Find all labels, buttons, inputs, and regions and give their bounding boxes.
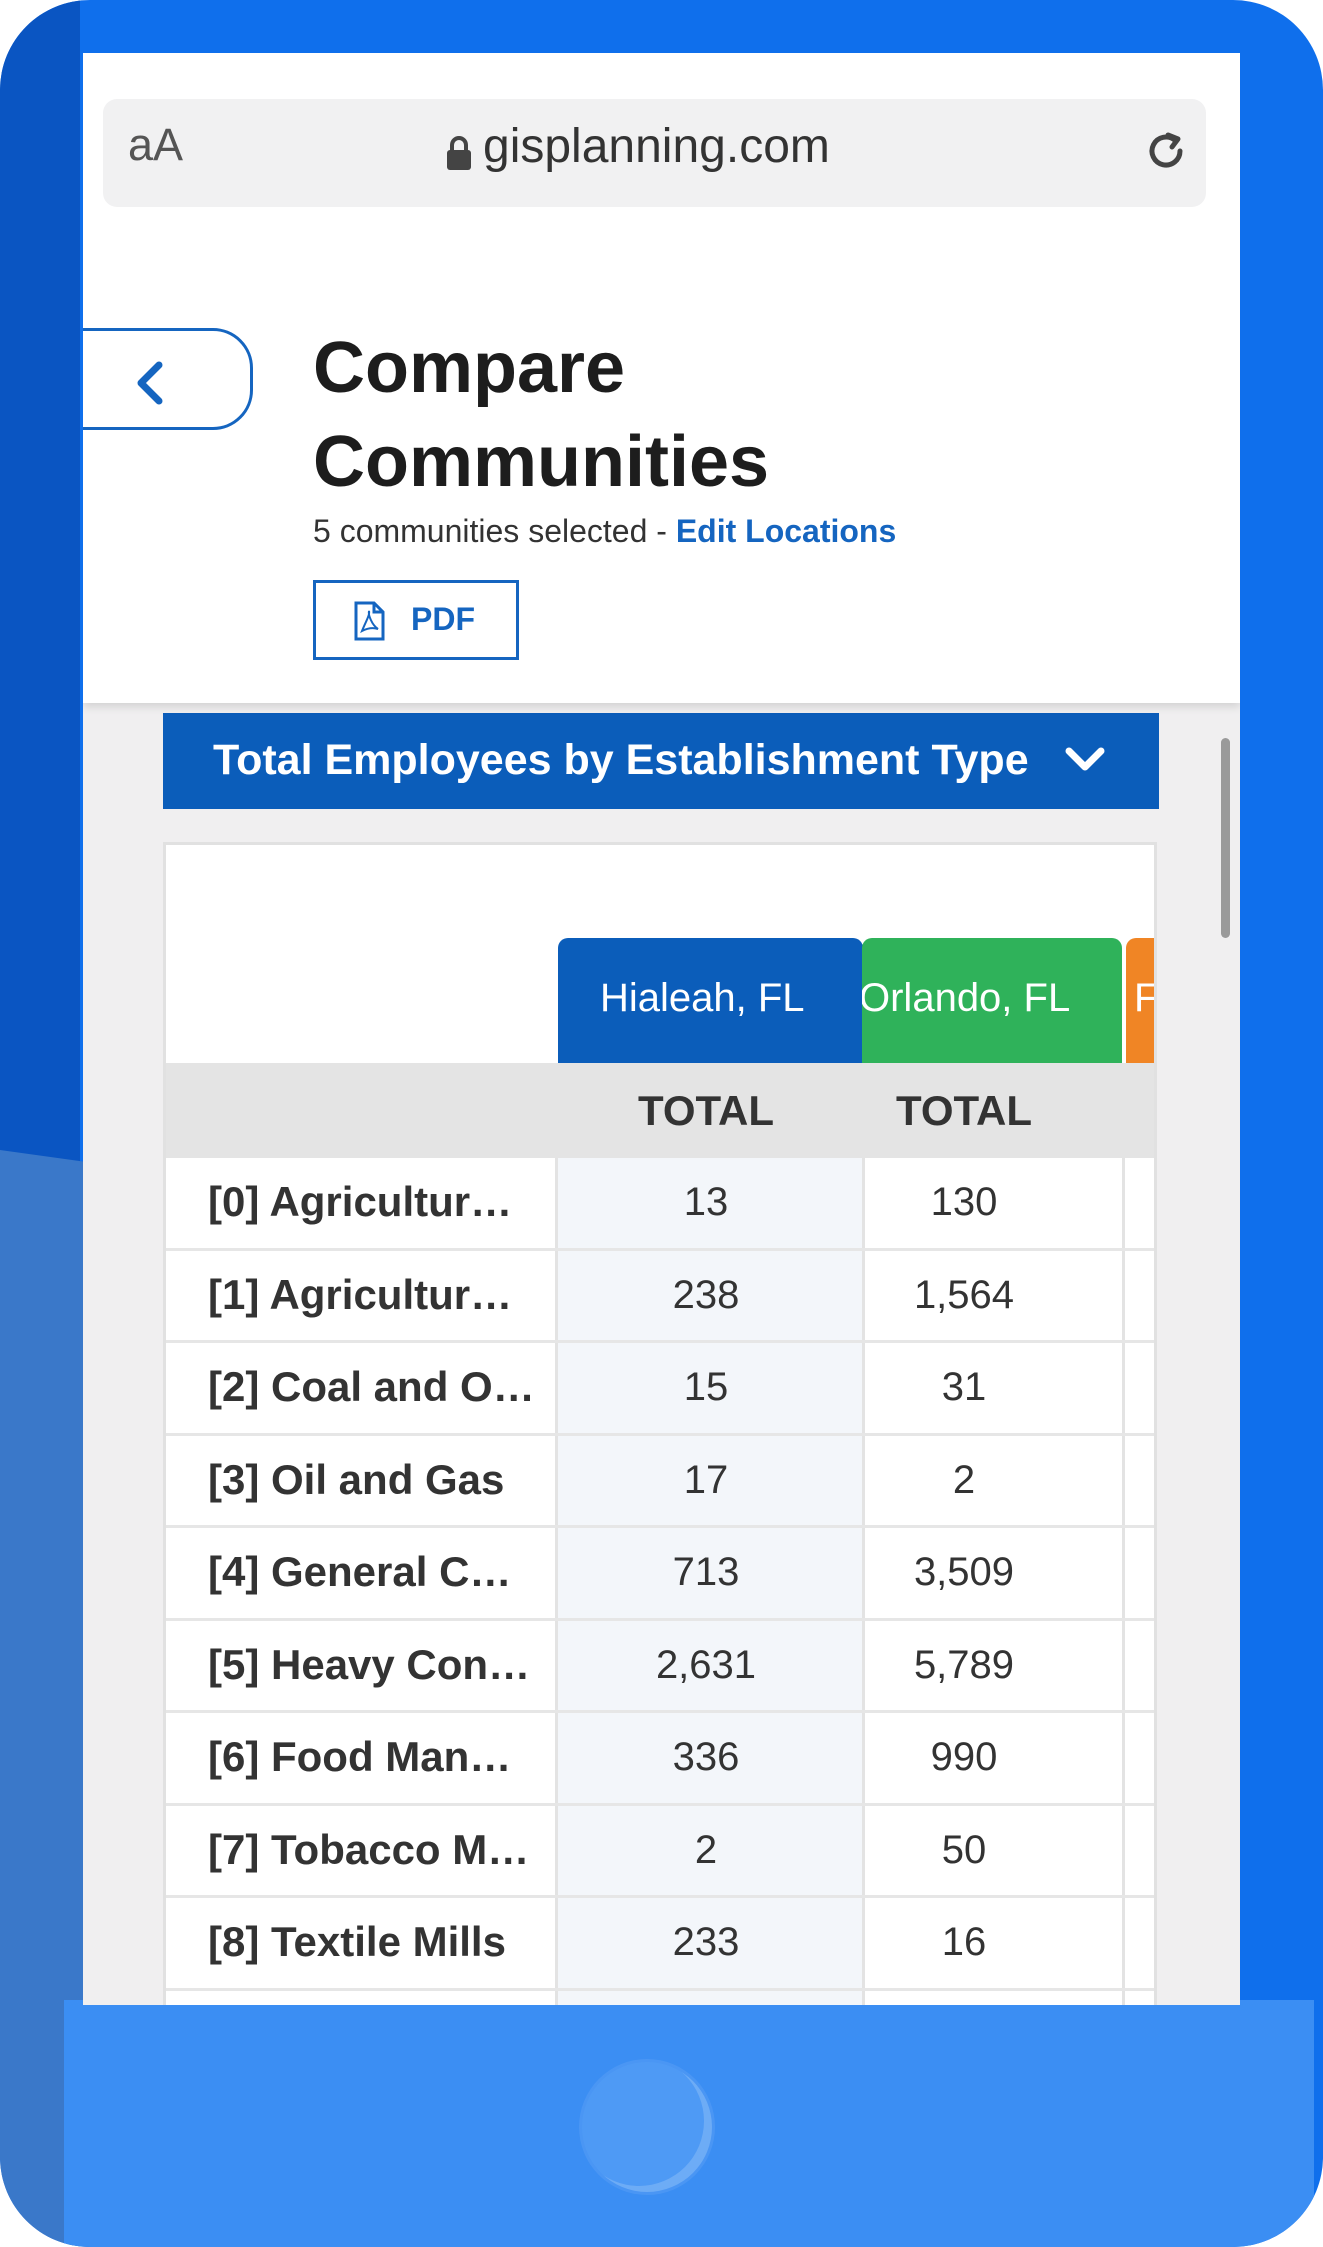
edit-locations-link[interactable]: Edit Locations xyxy=(675,513,897,549)
pdf-file-icon xyxy=(354,601,385,641)
selection-summary: 5 communities selected - Edit Locations xyxy=(313,513,896,550)
community-tab-partial: F xyxy=(1126,938,1157,1064)
table-row: [7] Tobacco M… 2 50 xyxy=(166,1806,1154,1898)
row-label: [0] Agricultur… xyxy=(208,1178,513,1225)
table-row: [8] Textile Mills 233 16 xyxy=(166,1898,1154,1991)
lock-icon xyxy=(447,136,471,170)
cell-value: 990 xyxy=(930,1735,998,1779)
cell-value: 238 xyxy=(672,1272,740,1317)
community-tab-hialeah: Hialeah, FL xyxy=(558,938,863,1064)
table-header-row: TOTAL TOTAL xyxy=(166,1063,1154,1158)
row-label: [8] Textile Mills xyxy=(208,1918,506,1965)
cell-value: 13 xyxy=(683,1180,729,1224)
scrollbar[interactable] xyxy=(1221,738,1230,938)
page-header: aA ​gisplanning.com Compare Communities xyxy=(83,53,1240,703)
row-label: [7] Tobacco M… xyxy=(208,1825,530,1873)
table-row: [4] General C… 713 3,509 xyxy=(166,1528,1154,1621)
column-divider xyxy=(555,1158,558,2005)
cell-value: 713 xyxy=(672,1550,740,1594)
column-divider xyxy=(1122,1158,1125,2005)
row-label: [5] Heavy Con… xyxy=(208,1640,531,1688)
chevron-down-icon xyxy=(1065,747,1105,771)
section-accordion-header[interactable]: Total Employees by Establishment Type xyxy=(163,713,1159,809)
cell-value: 5,789 xyxy=(913,1642,1015,1687)
url-domain: gisplanning.com xyxy=(483,120,830,173)
cell-value: 50 xyxy=(941,1827,987,1872)
cell-value: 1,564 xyxy=(913,1272,1015,1317)
column-header-total: TOTAL xyxy=(637,1087,775,1134)
device-screen: aA ​gisplanning.com Compare Communities xyxy=(83,53,1240,2005)
cell-value: 3,509 xyxy=(913,1550,1015,1594)
row-label: [4] General C… xyxy=(208,1548,512,1595)
row-label: [6] Food Man… xyxy=(208,1733,512,1780)
communities-selected-text: 5 communities selected - xyxy=(313,513,676,549)
table-row: [1] Agricultur… 238 1,564 xyxy=(166,1251,1154,1343)
cell-value: 16 xyxy=(941,1920,987,1964)
cell-value: 130 xyxy=(930,1180,998,1224)
row-label: [2] Coal and O… xyxy=(208,1363,535,1410)
cell-value: 15 xyxy=(683,1365,729,1409)
section-title: Total Employees by Establishment Type xyxy=(213,736,1029,784)
reload-icon[interactable] xyxy=(1138,123,1194,179)
pdf-button-label: PDF xyxy=(411,601,475,637)
home-button[interactable] xyxy=(582,2062,712,2192)
community-name: Orlando, FL xyxy=(862,976,1071,1020)
url-text[interactable]: ​gisplanning.com xyxy=(418,119,830,174)
cell-value: 17 xyxy=(683,1457,729,1502)
cell-value: 233 xyxy=(672,1920,740,1964)
page-title: Compare Communities xyxy=(313,328,770,502)
column-divider xyxy=(862,1158,865,2005)
back-button[interactable] xyxy=(83,328,253,430)
community-name: Hialeah, FL xyxy=(600,976,805,1020)
row-label: [1] Agricultur… xyxy=(208,1270,513,1318)
row-label: [3] Oil and Gas xyxy=(208,1455,505,1503)
table-row: [2] Coal and O… 15 31 xyxy=(166,1343,1154,1436)
cell-value: 31 xyxy=(941,1365,987,1409)
chevron-left-icon xyxy=(137,361,163,405)
comparison-table: Hialeah, FL Orlando, FL F TOTAL TOTAL [0… xyxy=(163,842,1157,2005)
column-header-total: TOTAL xyxy=(895,1087,1033,1134)
table-row: [0] Agricultur… 13 130 xyxy=(166,1158,1154,1251)
community-name: F xyxy=(1134,976,1157,1020)
text-size-button[interactable]: aA xyxy=(128,119,184,170)
device-shade xyxy=(0,0,80,1200)
address-bar[interactable]: aA ​gisplanning.com xyxy=(103,99,1206,207)
table-row: [5] Heavy Con… 2,631 5,789 xyxy=(166,1621,1154,1713)
cell-value: 336 xyxy=(672,1735,740,1779)
cell-value: 2,631 xyxy=(655,1642,757,1687)
cell-value: 2 xyxy=(694,1827,718,1872)
table-row: [6] Food Man… 336 990 xyxy=(166,1713,1154,1806)
table-row: [3] Oil and Gas 17 2 xyxy=(166,1436,1154,1528)
cell-value: 2 xyxy=(952,1457,976,1502)
pdf-button[interactable]: PDF xyxy=(313,580,519,660)
community-tab-orlando: Orlando, FL xyxy=(862,938,1122,1064)
table-body: [0] Agricultur… 13 130 [1] Agricultur… 2… xyxy=(166,1158,1154,1991)
highlighted-column xyxy=(558,1158,863,2005)
